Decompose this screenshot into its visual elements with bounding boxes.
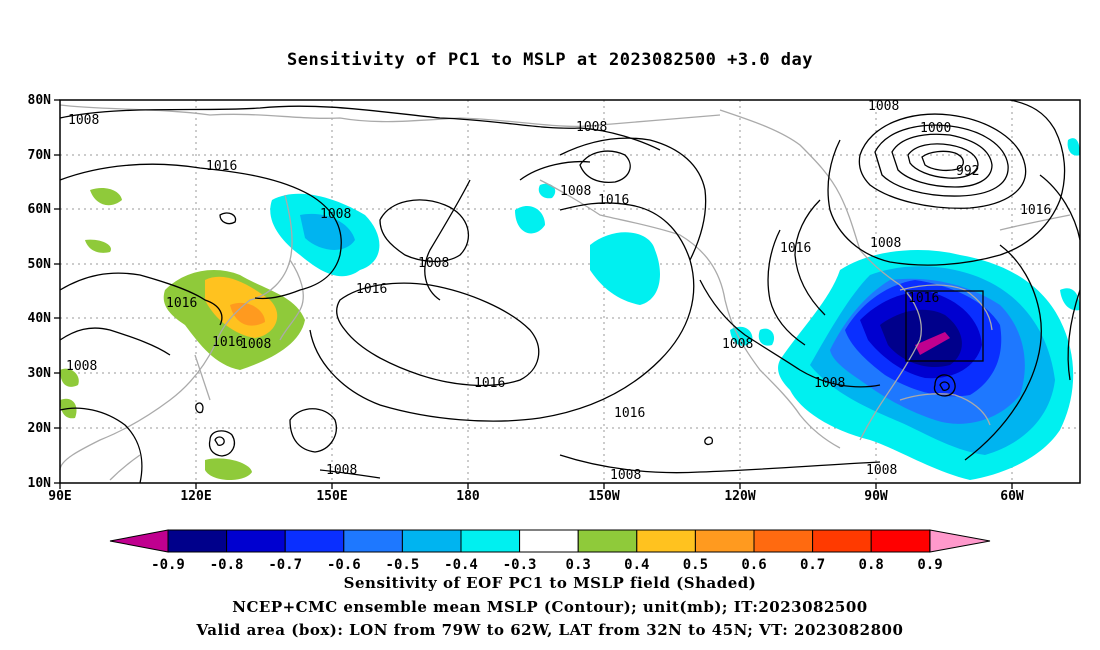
colorbar-cell: [577, 529, 638, 553]
colorbar-label: -0.6: [327, 557, 361, 573]
lat-label: 70N: [28, 148, 52, 163]
lon-label: 150W: [588, 489, 619, 504]
contour-label: 1008: [868, 99, 899, 114]
colorbar-cell: [870, 529, 931, 553]
colorbar-cell: [753, 529, 814, 553]
lat-label: 40N: [28, 311, 52, 326]
contour-label: 1008: [814, 376, 845, 391]
contour-label: 1008: [560, 184, 591, 199]
contour-label: 1008: [240, 337, 271, 352]
colorbar-cell: [284, 529, 345, 553]
contour-label: 1008: [576, 120, 607, 135]
contour-label: 1008: [870, 236, 901, 251]
lon-ticks: [59, 483, 1013, 489]
lon-label: 60W: [1000, 489, 1024, 504]
contour-label: 1008: [320, 207, 351, 222]
contour-label: 1016: [614, 406, 645, 421]
lon-label: 90W: [864, 489, 888, 504]
lon-labels: 90E 120E 150E 180 150W 120W 90W 60W: [48, 489, 1024, 504]
lon-label: 180: [456, 489, 480, 504]
map-gridlines: [60, 100, 1080, 483]
contour-label: 1000: [920, 121, 951, 136]
colorbar-cell: [109, 529, 169, 553]
contour-label: 1008: [722, 337, 753, 352]
contour-labels: 1008 1008 1016 1008 1008 1016 1016 1008 …: [66, 99, 1051, 483]
colorbar-label: 0.4: [624, 557, 649, 573]
lat-ticks: [54, 99, 60, 484]
contour-label: 1008: [326, 463, 357, 478]
coastlines: [59, 104, 1071, 481]
colorbar-label: 0.3: [566, 557, 591, 573]
colorbar-cell: [401, 529, 462, 553]
lat-labels: 80N 70N 60N 50N 40N 30N 20N 10N: [28, 93, 52, 491]
lat-label: 50N: [28, 257, 52, 272]
contour-label: 1016: [166, 296, 197, 311]
contour-label: 1016: [1020, 203, 1051, 218]
valid-area-box: [905, 290, 984, 362]
colorbar-cell: [636, 529, 696, 553]
colorbar-label: 0.8: [859, 557, 884, 573]
colorbar-cell: [460, 529, 521, 553]
colorbar-cell: [929, 529, 991, 553]
mslp-contours: [59, 99, 1081, 484]
contour-label: 992: [956, 164, 979, 179]
colorbar-cell: [167, 529, 228, 553]
colorbar-label: -0.9: [151, 557, 185, 573]
colorbar: [109, 529, 991, 553]
colorbar-label: 0.7: [800, 557, 825, 573]
contour-label: 1008: [418, 256, 449, 271]
colorbar-label: -0.5: [386, 557, 420, 573]
contour-label: 1016: [780, 241, 811, 256]
contour-label: 1016: [598, 193, 629, 208]
map-title: Sensitivity of PC1 to MSLP at 2023082500…: [286, 50, 813, 70]
colorbar-label: -0.4: [444, 557, 478, 573]
lat-label: 30N: [28, 366, 52, 381]
contour-label: 1016: [908, 291, 939, 306]
contour-label: 1016: [474, 376, 505, 391]
map-frame: [59, 99, 1081, 484]
lat-label: 10N: [28, 476, 52, 491]
lon-label: 90E: [48, 489, 71, 504]
colorbar-cell: [694, 529, 755, 553]
contour-label: 1016: [206, 159, 237, 174]
lon-label: 120W: [724, 489, 755, 504]
sensitivity-shading: [60, 138, 1080, 481]
caption-line-3: Valid area (box): LON from 79W to 62W, L…: [196, 621, 904, 639]
colorbar-label: 0.6: [741, 557, 766, 573]
colorbar-label: -0.7: [268, 557, 302, 573]
lat-label: 80N: [28, 93, 52, 108]
colorbar-label: 0.5: [683, 557, 708, 573]
colorbar-cell: [519, 529, 579, 553]
lat-label: 60N: [28, 202, 52, 217]
caption-line-1: Sensitivity of EOF PC1 to MSLP field (Sh…: [343, 574, 757, 592]
colorbar-cell: [226, 529, 286, 553]
contour-label: 1008: [66, 359, 97, 374]
caption-line-2: NCEP+CMC ensemble mean MSLP (Contour); u…: [232, 598, 868, 616]
colorbar-label: 0.9: [917, 557, 942, 573]
colorbar-label: -0.3: [503, 557, 537, 573]
contour-label: 1008: [68, 113, 99, 128]
colorbar-cell: [343, 529, 403, 553]
contour-label: 1008: [610, 468, 641, 483]
contour-label: 1016: [212, 335, 243, 350]
contour-label: 1016: [356, 282, 387, 297]
colorbar-labels: -0.9 -0.8 -0.7 -0.6 -0.5 -0.4 -0.3 0.3 0…: [151, 557, 943, 573]
colorbar-cell: [812, 529, 872, 553]
contour-label: 1008: [866, 463, 897, 478]
colorbar-label: -0.8: [210, 557, 244, 573]
lon-label: 120E: [180, 489, 211, 504]
lon-label: 150E: [316, 489, 347, 504]
lat-label: 20N: [28, 421, 52, 436]
